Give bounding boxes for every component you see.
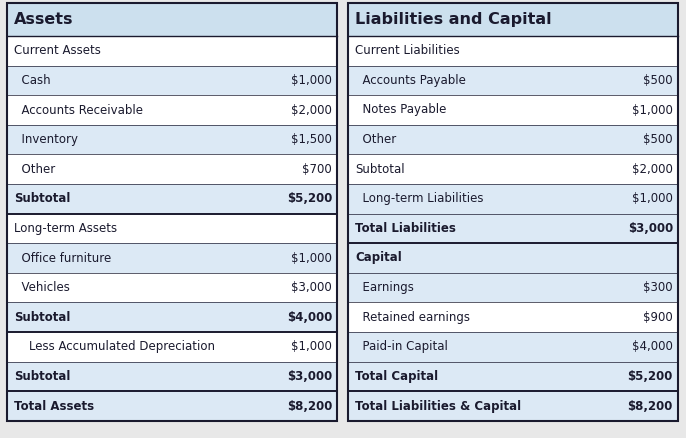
Text: $3,000: $3,000 [292, 281, 332, 294]
Bar [7, 243, 337, 273]
Bar [7, 36, 337, 66]
Bar [7, 125, 337, 155]
Bar [7, 95, 337, 125]
Text: $8,200: $8,200 [628, 399, 673, 413]
Bar [348, 243, 678, 273]
Bar [7, 3, 337, 421]
Text: Current Liabilities: Current Liabilities [355, 44, 460, 57]
Text: $900: $900 [643, 311, 673, 324]
Bar [7, 155, 337, 184]
Text: $1,500: $1,500 [291, 133, 332, 146]
Text: $700: $700 [303, 162, 332, 176]
Bar [348, 3, 678, 421]
Text: $5,200: $5,200 [287, 192, 332, 205]
Bar [7, 3, 337, 36]
Text: $1,000: $1,000 [291, 251, 332, 265]
Text: Paid-in Capital: Paid-in Capital [355, 340, 448, 353]
Bar [348, 391, 678, 421]
Text: Subtotal: Subtotal [14, 311, 71, 324]
Bar [7, 362, 337, 391]
Text: $1,000: $1,000 [291, 340, 332, 353]
Text: Assets: Assets [14, 12, 73, 27]
Text: Accounts Payable: Accounts Payable [355, 74, 466, 87]
Text: Inventory: Inventory [14, 133, 78, 146]
Bar [348, 332, 678, 362]
Text: Total Liabilities & Capital: Total Liabilities & Capital [355, 399, 521, 413]
Bar [348, 125, 678, 155]
Text: Notes Payable: Notes Payable [355, 103, 447, 117]
Text: Subtotal: Subtotal [355, 162, 405, 176]
Bar [348, 362, 678, 391]
Text: $1,000: $1,000 [291, 74, 332, 87]
Bar [7, 184, 337, 214]
Bar [348, 36, 678, 66]
Bar [7, 332, 337, 362]
Text: Earnings: Earnings [355, 281, 414, 294]
Bar [348, 184, 678, 214]
Text: $1,000: $1,000 [632, 192, 673, 205]
Bar [348, 3, 678, 36]
Bar [7, 66, 337, 95]
Text: Less Accumulated Depreciation: Less Accumulated Depreciation [14, 340, 215, 353]
Text: Vehicles: Vehicles [14, 281, 70, 294]
Text: $500: $500 [643, 133, 673, 146]
Text: Total Liabilities: Total Liabilities [355, 222, 456, 235]
Bar [348, 273, 678, 302]
Text: Cash: Cash [14, 74, 51, 87]
Text: Current Assets: Current Assets [14, 44, 101, 57]
Text: $3,000: $3,000 [287, 370, 332, 383]
Text: $300: $300 [643, 281, 673, 294]
Text: Office furniture: Office furniture [14, 251, 111, 265]
Bar [7, 391, 337, 421]
Bar [348, 3, 678, 421]
Text: Long-term Assets: Long-term Assets [14, 222, 117, 235]
Bar [348, 302, 678, 332]
Text: $2,000: $2,000 [632, 162, 673, 176]
Text: Capital: Capital [355, 251, 402, 265]
Bar [348, 95, 678, 125]
Bar [348, 155, 678, 184]
Bar [7, 214, 337, 243]
Text: $2,000: $2,000 [291, 103, 332, 117]
Text: $5,200: $5,200 [628, 370, 673, 383]
Bar [7, 3, 337, 421]
Text: $4,000: $4,000 [632, 340, 673, 353]
Text: Subtotal: Subtotal [14, 192, 71, 205]
Text: $4,000: $4,000 [287, 311, 332, 324]
Text: Total Capital: Total Capital [355, 370, 438, 383]
Text: Long-term Liabilities: Long-term Liabilities [355, 192, 484, 205]
Text: $1,000: $1,000 [632, 103, 673, 117]
Bar [7, 302, 337, 332]
Text: Other: Other [355, 133, 397, 146]
Text: Subtotal: Subtotal [14, 370, 71, 383]
Text: Other: Other [14, 162, 56, 176]
Bar [348, 66, 678, 95]
Text: $8,200: $8,200 [287, 399, 332, 413]
Text: Liabilities and Capital: Liabilities and Capital [355, 12, 552, 27]
Bar [7, 273, 337, 302]
Text: Accounts Receivable: Accounts Receivable [14, 103, 143, 117]
Text: $500: $500 [643, 74, 673, 87]
Text: $3,000: $3,000 [628, 222, 673, 235]
Bar [348, 214, 678, 243]
Text: Total Assets: Total Assets [14, 399, 94, 413]
Text: Retained earnings: Retained earnings [355, 311, 470, 324]
